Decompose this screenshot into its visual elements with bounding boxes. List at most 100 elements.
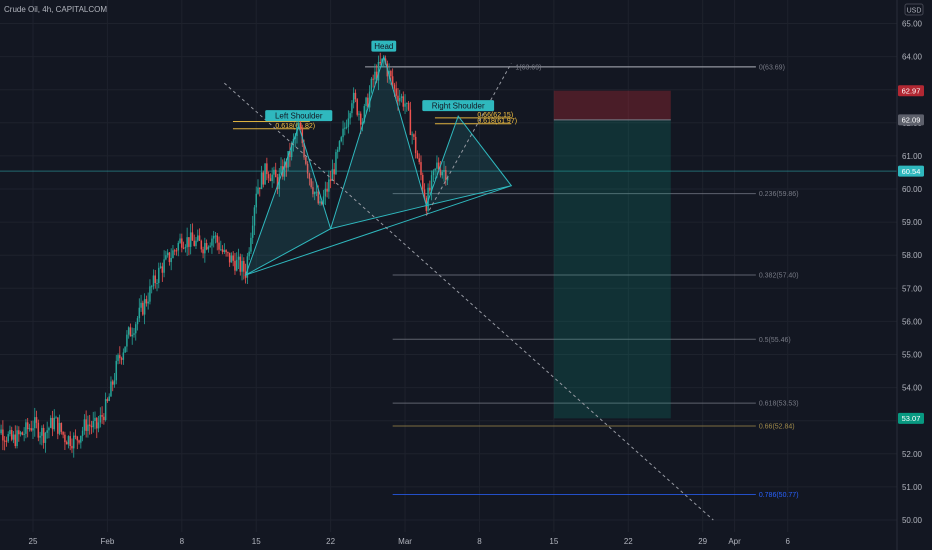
pattern-label: Head: [374, 42, 393, 51]
candle-body: [232, 255, 234, 261]
candle-body: [64, 434, 66, 443]
neckline[interactable]: [245, 185, 512, 276]
candle-body: [422, 174, 424, 190]
time-tick-label: Feb: [101, 537, 115, 546]
candle-body: [133, 333, 135, 335]
candle-body: [411, 134, 413, 136]
candle-body: [262, 172, 265, 185]
candle-body: [163, 259, 165, 273]
candle-body: [287, 151, 289, 168]
price-tag: [898, 114, 924, 126]
currency-label: USD: [907, 8, 922, 15]
short-position-tool[interactable]: [553, 90, 671, 419]
candle-body: [165, 255, 167, 260]
candle-body: [429, 187, 431, 191]
price-tick-label: 51.00: [902, 483, 923, 492]
candle-body: [234, 260, 236, 271]
time-tick-label: 6: [786, 537, 791, 546]
pattern-label-box[interactable]: [371, 40, 397, 52]
candle-body: [87, 424, 89, 431]
candle-body: [143, 299, 146, 315]
candle-body: [53, 417, 56, 430]
price-tick-label: 54.00: [902, 384, 923, 393]
candle-body: [251, 225, 254, 238]
projection-line[interactable]: [425, 62, 512, 216]
candle-body: [35, 417, 38, 423]
left-shoulder-shape[interactable]: [244, 124, 332, 277]
candle-body: [230, 255, 233, 263]
candle-body: [225, 250, 227, 253]
candle-body: [211, 238, 213, 246]
pattern-label-box[interactable]: [422, 100, 495, 112]
price-tag: [898, 412, 924, 424]
candle-body: [115, 360, 118, 381]
candle-body: [170, 257, 172, 263]
local-fib-label: 0.66(62.15): [477, 112, 513, 119]
candle-body: [379, 62, 381, 64]
candle-body: [317, 191, 319, 204]
candle-body: [9, 430, 11, 435]
candle-body: [186, 237, 188, 248]
candle-body: [111, 381, 114, 385]
candle-body: [34, 417, 36, 429]
candle-body: [83, 419, 86, 431]
target-zone[interactable]: [553, 119, 671, 419]
currency-badge[interactable]: [904, 3, 924, 16]
candle-body: [44, 432, 47, 443]
fib-level-label: 0.382(57.40): [759, 273, 799, 280]
candle-body: [30, 428, 32, 431]
candle-body: [181, 238, 183, 248]
candle-body: [57, 417, 59, 434]
candle-body: [413, 134, 415, 137]
candle-body: [124, 346, 126, 353]
fib-level-label: 0(63.69): [759, 64, 785, 71]
candle-body: [246, 256, 249, 278]
candle-body: [313, 192, 316, 195]
candle-body: [28, 428, 31, 430]
candle-body: [235, 259, 238, 271]
candle-body: [400, 96, 403, 99]
candle-body: [168, 252, 171, 263]
candle-body: [398, 98, 401, 102]
candle-body: [372, 78, 374, 80]
candle-body: [172, 250, 174, 258]
price-tag-label: 60.54: [902, 167, 921, 176]
candle-body: [205, 243, 208, 250]
head-shape[interactable]: [329, 54, 427, 230]
candle-body: [397, 95, 399, 102]
candle-body: [342, 128, 344, 138]
candle-body: [352, 92, 355, 104]
candle-body: [76, 436, 79, 441]
price-tag: [898, 165, 924, 177]
candle-body: [266, 163, 268, 175]
right-shoulder-shape[interactable]: [425, 115, 513, 207]
price-tick-label: 64.00: [902, 53, 923, 62]
candle-body: [131, 334, 133, 337]
candle-body: [303, 143, 305, 158]
pattern-label-box[interactable]: [265, 110, 333, 122]
time-axis[interactable]: 25 Feb 8 15 22 Mar 8 15 22 29 Apr 6: [29, 537, 791, 546]
candle-body: [319, 201, 321, 204]
candle-body: [216, 235, 219, 243]
candle-body: [191, 232, 194, 241]
fib-level-label: 0.786(50.77): [759, 492, 799, 499]
price-tick-label: 65.00: [902, 20, 923, 29]
price-tag-label: 53.07: [902, 414, 921, 423]
candle-body: [16, 430, 18, 447]
candle-body: [370, 78, 373, 92]
head-and-shoulders-pattern[interactable]: Left Shoulder Head Right Shoulder: [224, 40, 714, 521]
candle-body: [329, 179, 332, 181]
candle-body: [5, 440, 8, 442]
candle-body: [214, 235, 217, 237]
projection-line[interactable]: [224, 82, 714, 521]
pattern-label: Right Shoulder: [432, 102, 485, 111]
chart-header: Crude Oil, 4h, CAPITALCOM: [4, 5, 107, 14]
candle-body: [49, 417, 52, 428]
time-tick-label: Apr: [728, 537, 741, 546]
candle-body: [145, 299, 148, 304]
fib-level-label: 0.236(59.86): [759, 191, 799, 198]
stop-zone[interactable]: [553, 90, 671, 120]
candle-body: [274, 169, 277, 178]
candle-body: [331, 169, 334, 181]
